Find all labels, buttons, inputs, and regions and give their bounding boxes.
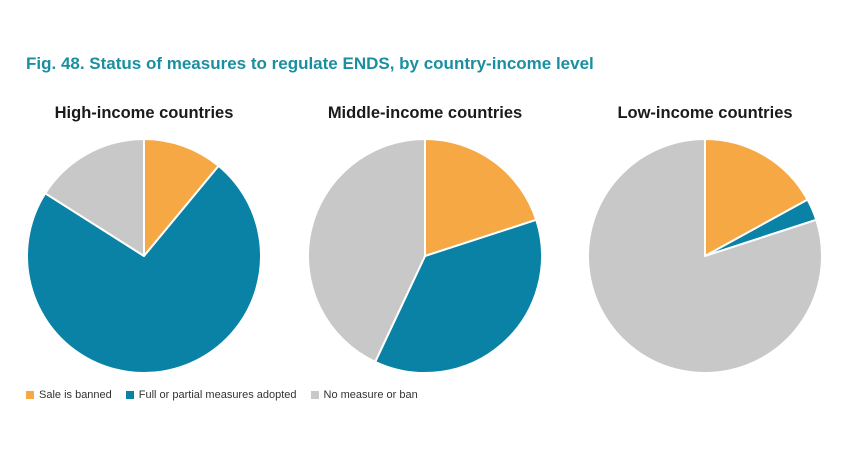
slice-banned xyxy=(704,138,809,257)
slice-none xyxy=(307,138,426,363)
slice-banned xyxy=(143,138,220,257)
pie-title-high-income: High-income countries xyxy=(54,104,234,122)
legend-item-measures: Full or partial measures adopted xyxy=(125,389,297,401)
pie-title-middle-income: Middle-income countries xyxy=(327,104,523,122)
slice-none xyxy=(587,138,823,374)
legend: Sale is banned Full or partial measures … xyxy=(26,389,432,401)
slice-none xyxy=(44,138,145,257)
legend-item-none: No measure or ban xyxy=(310,389,418,401)
pie-chart-low-income xyxy=(587,138,823,374)
legend-swatch-banned xyxy=(26,391,34,399)
pie-title-low-income: Low-income countries xyxy=(617,104,793,122)
legend-swatch-none xyxy=(310,391,319,399)
slice-banned xyxy=(424,138,538,257)
legend-item-banned: Sale is banned xyxy=(26,389,112,401)
legend-label-none: No measure or ban xyxy=(323,389,418,401)
legend-label-measures: Full or partial measures adopted xyxy=(138,389,297,401)
pie-chart-high-income xyxy=(26,138,262,374)
slice-measures xyxy=(26,164,262,374)
legend-label-banned: Sale is banned xyxy=(39,389,112,401)
slice-measures xyxy=(374,218,543,374)
legend-swatch-measures xyxy=(125,391,134,399)
pie-chart-middle-income xyxy=(307,138,543,374)
figure-title: Fig. 48. Status of measures to regulate … xyxy=(26,54,594,73)
